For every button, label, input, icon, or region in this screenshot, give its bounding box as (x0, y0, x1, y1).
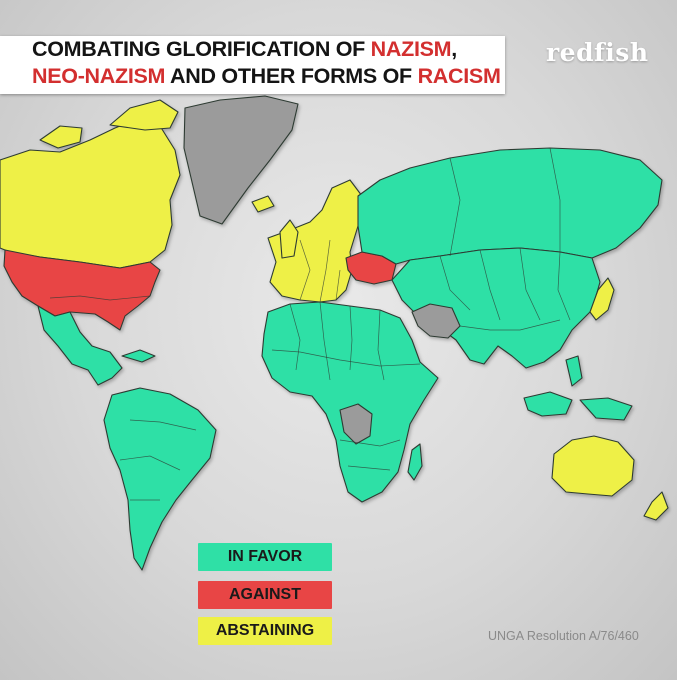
redfish-logo: redfish (546, 38, 649, 67)
region-russia (357, 147, 663, 265)
source-caption: UNGA Resolution A/76/460 (488, 629, 639, 643)
region-dr-congo (339, 403, 373, 445)
legend-against: AGAINST (198, 581, 332, 609)
region-canada (0, 117, 181, 269)
title-highlight-neo-nazism: NEO-NAZISM (32, 64, 166, 88)
region-latin-america (103, 387, 217, 571)
region-australia (551, 435, 635, 497)
country-borders (49, 147, 571, 501)
title-line-1: COMBATING GLORIFICATION OF NAZISM, (32, 37, 457, 62)
region-asia (579, 397, 633, 421)
region-africa (407, 443, 423, 481)
region-latin-america (37, 305, 123, 386)
region-europe (251, 195, 275, 213)
title-highlight-racism: RACISM (417, 64, 501, 88)
region-japan (589, 277, 615, 321)
region-europe (279, 219, 299, 259)
region-asia (565, 355, 583, 387)
legend-in-favor: IN FAVOR (198, 543, 332, 571)
title-banner: COMBATING GLORIFICATION OF NAZISM, NEO-N… (0, 36, 505, 94)
region-greenland (183, 95, 299, 225)
region-latin-america (121, 349, 156, 363)
region-canada (39, 125, 83, 149)
region-united-states (3, 249, 161, 331)
title-text: COMBATING GLORIFICATION OF (32, 37, 371, 61)
legend-abstaining: ABSTAINING (198, 617, 332, 645)
title-text: AND OTHER FORMS OF (165, 64, 418, 88)
region-canada (109, 99, 179, 131)
region-new-zealand (643, 491, 669, 521)
region-iran (411, 303, 461, 339)
region-asia (523, 391, 573, 417)
title-line-2: NEO-NAZISM AND OTHER FORMS OF RACISM (32, 64, 501, 89)
title-comma: , (451, 37, 457, 61)
title-highlight-nazism: NAZISM (370, 37, 452, 61)
